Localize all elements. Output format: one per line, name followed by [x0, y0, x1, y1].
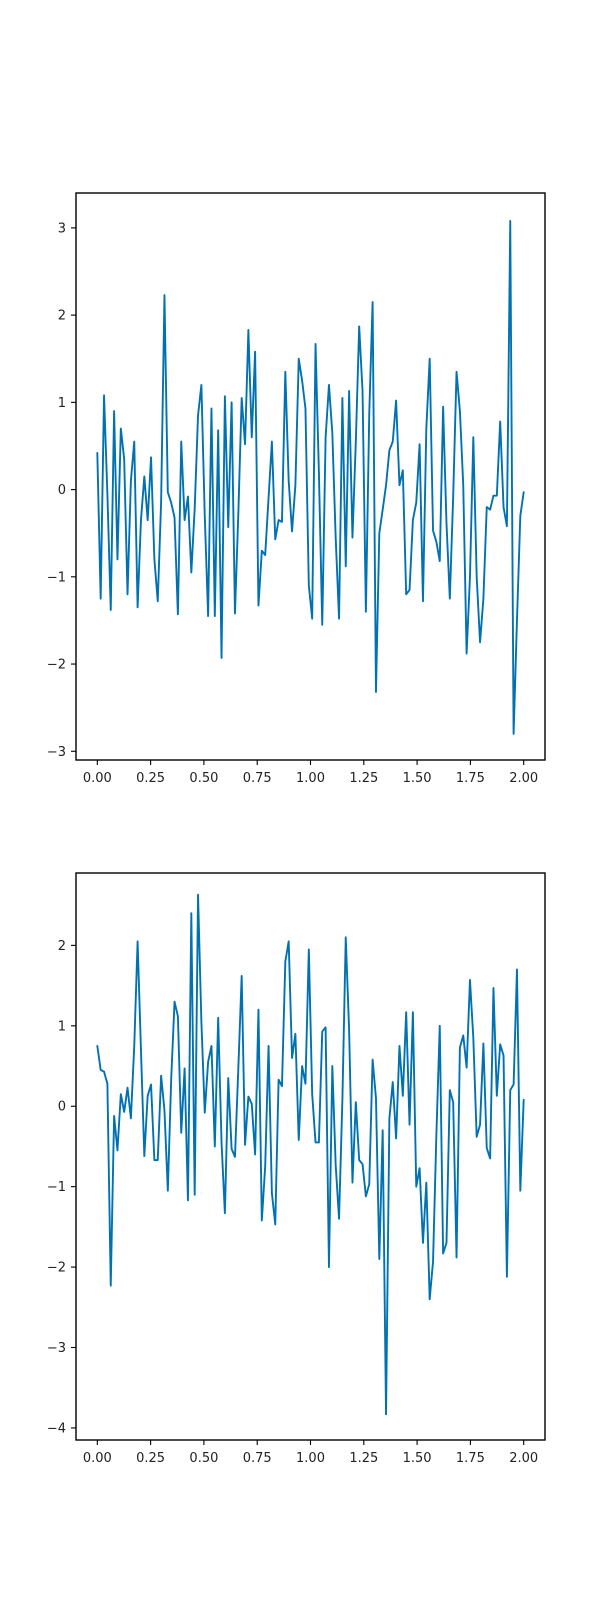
- y-tick-label: −2: [47, 658, 66, 673]
- y-tick-label: −1: [47, 1180, 66, 1195]
- x-tick-label: 0.50: [189, 1451, 218, 1466]
- bottom-line-chart: 0.00 0.25 0.50 0.75 1.00 1.25 1.50 1.75 2.00 −4 −3…: [47, 872, 546, 1466]
- x-tick-label: 0.75: [243, 1451, 272, 1466]
- y-tick-label: 3: [58, 221, 66, 236]
- x-tick-label: 1.00: [296, 1451, 325, 1466]
- x-tick-label: 0.00: [83, 771, 112, 786]
- y-tick-label: −2: [47, 1261, 66, 1276]
- x-tick-label: 2.00: [509, 771, 538, 786]
- y-tick-label: 1: [58, 1019, 66, 1034]
- y-tick-label: 0: [58, 483, 66, 498]
- x-tick-label: 0.25: [136, 771, 165, 786]
- y-tick-label: −3: [47, 745, 66, 760]
- x-tick-label: 1.00: [296, 771, 325, 786]
- y-tick-label: 2: [58, 309, 66, 324]
- y-tick-label: −4: [47, 1421, 66, 1436]
- x-tick-label: 0.25: [136, 1451, 165, 1466]
- x-tick-label: 1.75: [456, 1451, 485, 1466]
- series-line: [96, 219, 525, 735]
- top-line-chart: 0.00 0.25 0.50 0.75 1.00 1.25 1.50 1.75 2.00 −3 −2…: [47, 192, 546, 786]
- x-tick-label: 2.00: [509, 1451, 538, 1466]
- y-tick-label: 0: [58, 1100, 66, 1115]
- series-line: [96, 893, 525, 1416]
- plot-frame: [75, 872, 546, 1441]
- y-tick-label: 2: [58, 939, 66, 954]
- x-tick-label: 0.75: [243, 771, 272, 786]
- y-tick-label: −3: [47, 1341, 66, 1356]
- x-tick-label: 1.75: [456, 771, 485, 786]
- x-tick-label: 0.00: [83, 1451, 112, 1466]
- x-tick-label: 1.25: [349, 1451, 378, 1466]
- x-tick-label: 1.50: [403, 1451, 432, 1466]
- x-tick-label: 0.50: [189, 771, 218, 786]
- y-tick-label: 1: [58, 396, 66, 411]
- y-tick-label: −1: [47, 570, 66, 585]
- x-tick-label: 1.50: [403, 771, 432, 786]
- x-tick-label: 1.25: [349, 771, 378, 786]
